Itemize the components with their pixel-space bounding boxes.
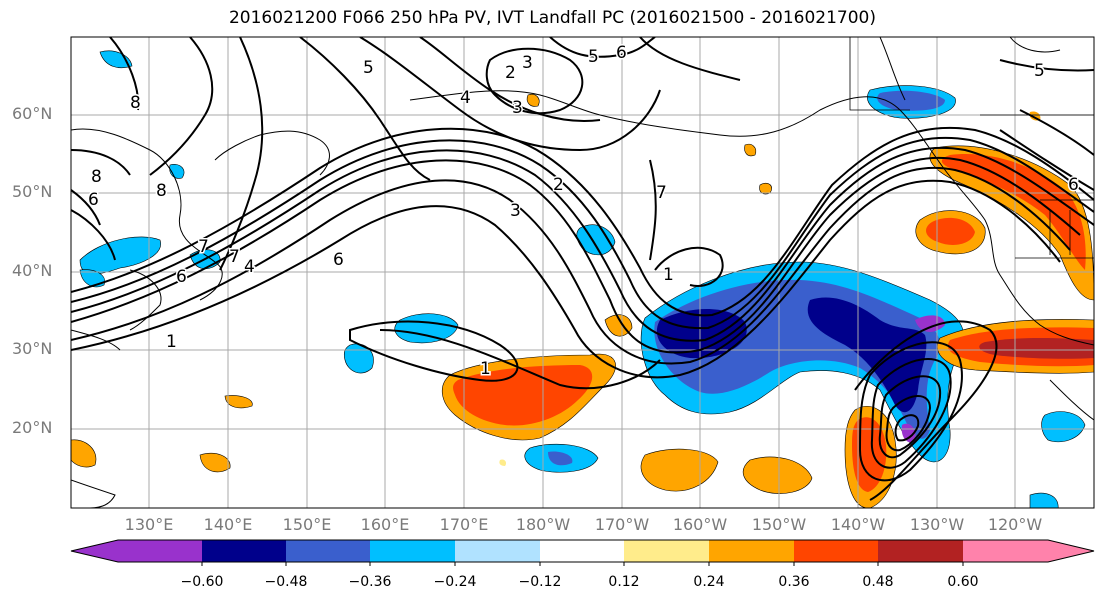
- lon-label-180w: 180°W: [515, 515, 571, 534]
- colorbar-swatch: [794, 540, 878, 562]
- colorbar-outline: [70, 539, 1095, 563]
- contour-label: 7: [229, 247, 240, 267]
- colorbar-tick: 0.60: [947, 574, 979, 590]
- contour-label: 8: [156, 181, 167, 201]
- contour-label: 7: [656, 183, 667, 203]
- lat-label-50n: 50°N: [12, 182, 53, 201]
- contour-label: 8: [91, 167, 102, 187]
- contour-label: 5: [1034, 61, 1045, 81]
- shading-layer: [71, 37, 1094, 508]
- contour-lines: [71, 37, 1094, 501]
- lon-label-170w: 170°W: [594, 515, 650, 534]
- contour-label: 4: [460, 88, 471, 108]
- contour-label: 5: [588, 47, 599, 67]
- colorbar-swatch: [540, 540, 624, 562]
- contour-label: 4: [244, 257, 255, 277]
- lon-label-140w: 140°W: [830, 515, 886, 534]
- contour-label: 8: [130, 93, 141, 113]
- contour-label: 6: [88, 190, 99, 210]
- lat-label-20n: 20°N: [12, 418, 53, 437]
- colorbar-tick: −0.48: [264, 574, 308, 590]
- colorbar-swatch: [624, 540, 709, 562]
- colorbar-swatch: [709, 540, 794, 562]
- contour-label: 1: [166, 332, 177, 352]
- lat-label-40n: 40°N: [12, 261, 53, 280]
- contour-label: 1: [663, 265, 674, 285]
- colorbar-swatch: [286, 540, 370, 562]
- colorbar: [70, 539, 1095, 566]
- colorbar-tick: −0.36: [348, 574, 392, 590]
- contour-label: 6: [1068, 175, 1079, 195]
- colorbar-tick: 0.12: [608, 574, 640, 590]
- lon-label-130w: 130°W: [909, 515, 965, 534]
- contour-label: 7: [198, 237, 209, 257]
- contour-label: 3: [512, 98, 523, 118]
- colorbar-tick: 0.36: [778, 574, 810, 590]
- contour-label: 3: [510, 201, 521, 221]
- lon-label-150w: 150°W: [751, 515, 807, 534]
- colorbar-tick: −0.24: [433, 574, 477, 590]
- lon-label-120w: 120°W: [987, 515, 1043, 534]
- map-frame: [70, 36, 1095, 509]
- colorbar-tick: 0.24: [693, 574, 725, 590]
- contour-label: 2: [505, 63, 516, 83]
- lon-label-160w: 160°W: [672, 515, 728, 534]
- lon-label-130e: 130°E: [124, 515, 174, 534]
- colorbar-arrow-left: [71, 540, 118, 562]
- colorbar-arrow-right: [1048, 540, 1094, 562]
- colorbar-swatch: [878, 540, 963, 562]
- colorbar-swatch: [118, 540, 202, 562]
- lat-label-60n: 60°N: [12, 104, 53, 123]
- lon-label-140e: 140°E: [203, 515, 253, 534]
- contour-label: 5: [363, 58, 374, 78]
- contour-label: 2: [553, 175, 564, 195]
- contour-label: 6: [333, 250, 344, 270]
- contour-label: 3: [522, 53, 533, 73]
- lat-label-30n: 30°N: [12, 339, 53, 358]
- lon-label-150e: 150°E: [282, 515, 332, 534]
- colorbar-tick: −0.60: [180, 574, 224, 590]
- colorbar-tick: −0.12: [518, 574, 562, 590]
- colorbar-swatch: [455, 540, 540, 562]
- contour-label: 6: [616, 43, 627, 63]
- colorbar-swatch: [202, 540, 286, 562]
- contour-label: 1: [480, 359, 491, 379]
- lon-label-170e: 170°E: [439, 515, 489, 534]
- colorbar-swatch: [370, 540, 455, 562]
- map-title: 2016021200 F066 250 hPa PV, IVT Landfall…: [228, 8, 876, 28]
- colorbar-swatch: [963, 540, 1048, 562]
- colorbar-tick: 0.48: [862, 574, 894, 590]
- contour-label: 6: [176, 267, 187, 287]
- lon-label-160e: 160°E: [360, 515, 410, 534]
